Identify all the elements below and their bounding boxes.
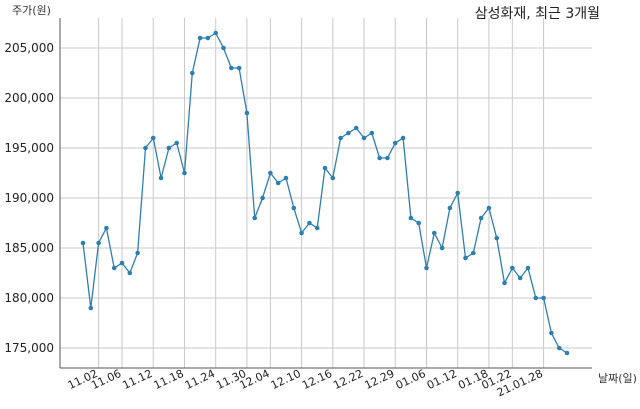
data-point — [353, 125, 359, 131]
data-point — [463, 255, 468, 261]
price-series — [80, 30, 570, 356]
x-tick-label: 01.12 — [425, 367, 459, 392]
data-point — [408, 215, 414, 221]
data-point — [564, 350, 570, 356]
x-tick-label: 11.18 — [152, 367, 186, 392]
y-tick-label: 175,000 — [4, 341, 54, 355]
data-point — [447, 205, 453, 211]
x-axis-label: 날짜(일) — [598, 371, 637, 385]
x-tick-label: 01.06 — [394, 367, 428, 392]
data-point — [517, 275, 523, 281]
x-tick-labels: 11.0211.0611.1211.1811.2411.3012.0412.10… — [66, 367, 545, 399]
data-point — [189, 70, 195, 76]
data-point — [416, 220, 421, 226]
y-tick-label: 190,000 — [4, 191, 54, 205]
data-point — [330, 175, 336, 181]
data-point — [439, 245, 445, 251]
x-tick-label: 11.24 — [183, 367, 217, 392]
data-point — [307, 220, 312, 226]
data-point — [158, 175, 164, 181]
data-point — [135, 250, 140, 256]
data-point — [96, 240, 101, 246]
data-point — [260, 195, 265, 201]
data-point — [533, 295, 539, 301]
data-point — [150, 135, 156, 141]
data-point — [174, 140, 179, 146]
data-point — [377, 155, 382, 161]
data-point — [283, 175, 289, 181]
x-tick-label: 12.10 — [269, 367, 303, 392]
data-point — [392, 140, 398, 146]
data-point — [205, 35, 211, 41]
data-point — [252, 215, 258, 221]
x-tick-label: 12.16 — [300, 367, 334, 392]
data-point — [431, 230, 437, 236]
data-point — [510, 265, 515, 271]
y-tick-labels: 175,000 180,000 185,000 190,000 195,000 200,0… — [4, 41, 54, 355]
data-point — [471, 250, 476, 256]
data-point — [229, 65, 234, 71]
data-point — [104, 225, 109, 231]
data-point — [80, 240, 86, 246]
data-point — [244, 110, 250, 116]
data-point — [322, 165, 328, 171]
data-point — [314, 225, 320, 231]
y-tick-label: 185,000 — [4, 241, 54, 255]
data-point — [119, 260, 125, 266]
price-series-line — [82, 32, 568, 354]
data-point — [127, 270, 133, 276]
y-tick-label: 205,000 — [4, 41, 54, 55]
data-point — [338, 135, 343, 141]
data-point — [291, 205, 297, 211]
data-point — [424, 265, 429, 271]
data-point — [182, 170, 187, 176]
data-point — [197, 35, 203, 41]
x-tick-label: 12.29 — [362, 367, 396, 392]
data-point — [268, 170, 273, 176]
data-point — [556, 345, 562, 351]
data-point — [221, 45, 226, 51]
y-axis-label: 주가(원) — [12, 4, 51, 17]
data-point — [486, 205, 492, 211]
data-point — [346, 130, 351, 136]
data-point — [541, 295, 546, 301]
y-tick-label: 200,000 — [4, 91, 54, 105]
data-point — [88, 305, 94, 311]
data-point — [385, 155, 390, 161]
data-point — [236, 65, 242, 71]
data-point — [369, 130, 375, 136]
data-point — [213, 30, 219, 36]
data-point — [494, 235, 500, 241]
grid — [60, 18, 592, 368]
x-tick-label: 12.22 — [331, 367, 365, 392]
data-point — [478, 215, 484, 221]
x-tick-label: 11.12 — [120, 367, 154, 392]
data-point — [400, 135, 406, 141]
y-tick-label: 195,000 — [4, 141, 54, 155]
chart-title: 삼성화재, 최근 3개월 — [475, 6, 600, 22]
data-point — [275, 180, 281, 186]
data-point — [549, 330, 554, 336]
axes — [59, 18, 592, 369]
data-point — [502, 280, 507, 286]
data-point — [455, 190, 461, 196]
data-point — [525, 265, 531, 271]
data-point — [166, 145, 172, 151]
y-tick-label: 180,000 — [4, 291, 54, 305]
data-point — [143, 145, 148, 151]
data-point — [361, 135, 367, 141]
data-point — [111, 265, 117, 271]
data-point — [299, 230, 304, 236]
